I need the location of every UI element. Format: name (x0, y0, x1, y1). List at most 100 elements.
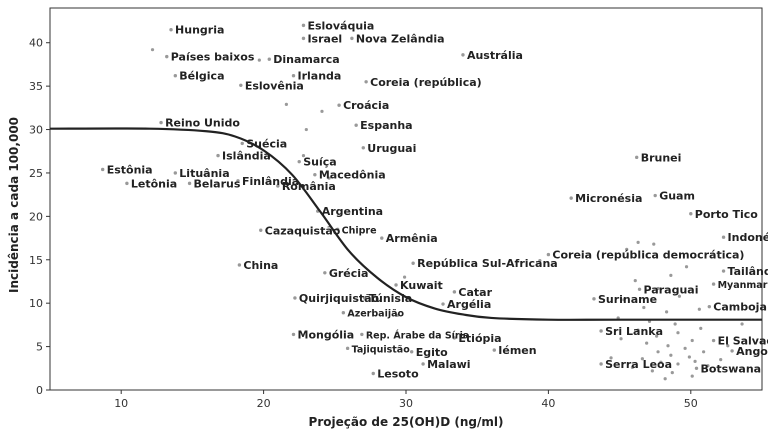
data-point (669, 273, 673, 277)
data-point (276, 184, 280, 188)
point-label: Coreia (república) (370, 76, 482, 89)
data-point (697, 307, 701, 311)
data-point (402, 275, 407, 279)
data-point (592, 297, 596, 301)
point-label: China (243, 259, 278, 272)
data-point (284, 102, 288, 106)
data-point (625, 247, 629, 251)
point-label: Hungria (175, 24, 224, 37)
data-point (670, 371, 674, 375)
data-point (173, 171, 178, 175)
y-tick-label: 25 (29, 167, 43, 180)
data-point (656, 286, 660, 291)
data-point (676, 331, 680, 335)
data-point (240, 141, 244, 146)
data-point (301, 153, 306, 158)
point-label: Suíça (303, 156, 336, 169)
point-label: Chipre (342, 225, 377, 236)
point-label: Dinamarca (273, 53, 339, 66)
x-tick-label: 10 (114, 397, 128, 410)
point-label: Argélia (447, 298, 491, 311)
trend-curve (49, 127, 762, 321)
data-point (684, 265, 689, 269)
data-point (640, 357, 644, 361)
point-label: Mongólia (298, 328, 355, 341)
point-label: Angola (736, 345, 768, 358)
data-point (619, 337, 623, 341)
data-point (538, 259, 542, 263)
data-point (237, 263, 242, 267)
data-point (323, 271, 327, 275)
data-point (690, 374, 694, 378)
data-point (673, 322, 677, 326)
y-axis-title: Incidência a cada 100,000 (7, 117, 21, 293)
data-point (394, 283, 398, 287)
point-label: Serra Leoa (605, 358, 672, 371)
point-label: Estônia (107, 163, 153, 176)
data-point (380, 236, 384, 240)
point-label: Lituânia (179, 167, 229, 180)
data-point (341, 311, 346, 315)
data-point (395, 313, 400, 317)
x-axis-title: Projeção de 25(OH)D (ng/ml) (309, 415, 504, 429)
data-point (689, 212, 693, 216)
data-point (652, 242, 656, 246)
data-point (337, 103, 341, 107)
data-point (297, 159, 301, 164)
y-tick-label: 30 (29, 124, 43, 137)
point-label: Brunei (641, 151, 682, 164)
point-label: Suécia (246, 137, 287, 150)
data-point (371, 371, 375, 376)
data-points (100, 23, 744, 381)
point-label: Macedônia (319, 169, 386, 182)
point-label: Reino Unido (165, 117, 240, 130)
point-label: Coreia (república democrática) (552, 249, 744, 262)
data-point (364, 80, 368, 84)
point-label: Croácia (343, 99, 389, 112)
data-point (609, 356, 613, 360)
point-label: Tajiquistão (352, 344, 411, 355)
y-tick-label: 10 (29, 297, 43, 310)
point-label: România (282, 180, 336, 193)
data-point (239, 83, 243, 87)
point-label: Rep. Árabe da Síria (366, 329, 469, 341)
data-point (694, 366, 699, 370)
data-point (669, 353, 673, 357)
data-point (719, 358, 723, 362)
point-label: Etiópia (458, 332, 501, 345)
point-label: Sri Lanka (605, 325, 663, 338)
point-label: Irlanda (298, 70, 342, 83)
data-point (461, 53, 465, 57)
data-point (636, 328, 640, 332)
x-tick-label: 30 (399, 397, 413, 410)
data-point (721, 235, 726, 239)
data-point (636, 240, 640, 245)
data-point (659, 360, 663, 364)
data-point (187, 181, 192, 186)
data-point (267, 57, 271, 61)
data-point (706, 364, 710, 368)
data-point (677, 294, 682, 298)
data-point (452, 336, 457, 340)
data-point (363, 296, 367, 300)
data-point (726, 344, 730, 348)
point-label: Cazaquistão (265, 224, 341, 237)
point-label: Paraguai (644, 283, 699, 296)
point-label: Bélgica (179, 70, 224, 83)
data-point (622, 298, 626, 302)
data-point (687, 355, 691, 359)
data-point (360, 332, 364, 337)
x-axis: 10 20 30 40 50 (114, 390, 698, 410)
data-point (683, 346, 687, 350)
data-point (492, 348, 496, 352)
x-tick-label: 50 (684, 397, 698, 410)
point-label: Micronésia (575, 192, 642, 205)
point-label: Botswana (700, 362, 761, 375)
data-point (740, 322, 744, 326)
y-tick-label: 35 (29, 80, 43, 93)
data-point (676, 362, 680, 366)
data-point (711, 282, 716, 286)
data-point (257, 58, 261, 62)
point-label: Austrália (467, 49, 523, 62)
data-point (645, 341, 649, 345)
